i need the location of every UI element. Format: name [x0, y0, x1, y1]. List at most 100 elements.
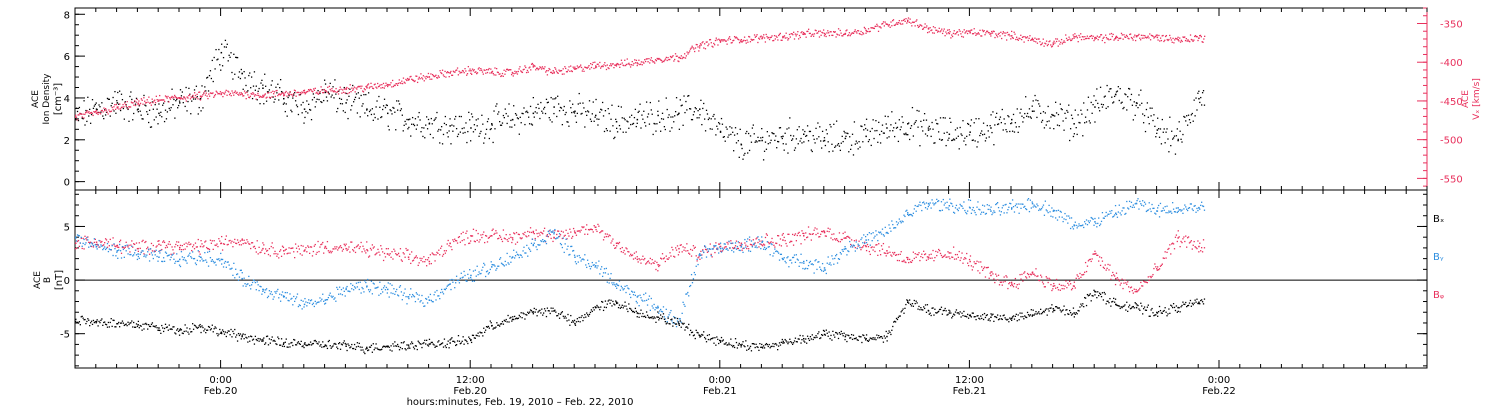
- by-series-point: [940, 210, 941, 211]
- by-series-point: [396, 289, 397, 290]
- by-series-point: [806, 260, 807, 261]
- vx-series-point: [974, 32, 975, 33]
- vx-series-point: [1021, 39, 1022, 40]
- vx-series-point: [561, 70, 562, 71]
- ion-density-series-value-point: [512, 119, 514, 121]
- bz-series-point: [1055, 288, 1056, 289]
- bz-series-point: [797, 235, 798, 236]
- by-series-point: [594, 264, 595, 265]
- bz-series-point: [190, 243, 191, 244]
- bz-series-point: [1175, 237, 1176, 238]
- by-series-point: [406, 303, 407, 304]
- vx-series-point: [99, 112, 100, 113]
- vx-series-point: [1177, 37, 1178, 38]
- by-series-point: [731, 250, 732, 251]
- vx-series-point: [592, 64, 593, 65]
- ion-density-series-value-point: [304, 108, 306, 110]
- vx-series-point: [1102, 40, 1103, 41]
- ion-density-series-point: [993, 144, 994, 145]
- ion-density-series-point: [449, 118, 450, 119]
- bz-series-point: [424, 261, 425, 262]
- by-series-point: [519, 257, 520, 258]
- ion-density-series-point: [571, 112, 572, 113]
- vx-series-point: [201, 96, 202, 97]
- by-series-point: [870, 244, 871, 245]
- by-series-point: [944, 204, 945, 205]
- by-series-point: [476, 276, 477, 277]
- ion-density-series-point: [624, 118, 625, 119]
- ion-density-series-point: [304, 117, 305, 118]
- by-series-point: [180, 266, 181, 267]
- vx-series-point: [574, 67, 575, 68]
- by-series-point: [372, 293, 373, 294]
- ion-density-series-point: [1053, 128, 1054, 129]
- bz-series-point: [652, 259, 653, 260]
- vx-series-point: [488, 69, 489, 70]
- ion-density-series-point: [1076, 127, 1077, 128]
- bz-series-value-point: [491, 235, 493, 237]
- by-series-point: [463, 276, 464, 277]
- ion-density-series-point: [792, 138, 793, 139]
- bz-series-point: [360, 242, 361, 243]
- by-series-point: [522, 250, 523, 251]
- ion-density-series-point: [1110, 88, 1111, 89]
- ion-density-series-point: [460, 132, 461, 133]
- ion-density-series-point: [541, 111, 542, 112]
- vx-series-point: [524, 65, 525, 66]
- by-series-point: [901, 222, 902, 223]
- bz-series-point: [460, 242, 461, 243]
- by-series-point: [405, 296, 406, 297]
- ion-density-series-point: [751, 142, 752, 143]
- vx-series-point: [673, 60, 674, 61]
- ion-density-series-point: [1005, 129, 1006, 130]
- by-series-point: [309, 303, 310, 304]
- by-series-point: [507, 262, 508, 263]
- bz-series-point: [1148, 276, 1149, 277]
- bz-series-point: [907, 257, 908, 258]
- vx-series-point: [81, 113, 82, 114]
- by-series-point: [463, 271, 464, 272]
- density-tick-label: 8: [64, 10, 70, 21]
- by-series-point: [575, 261, 576, 262]
- vx-series-point: [146, 102, 147, 103]
- vx-series-point: [335, 88, 336, 89]
- by-series-point: [553, 233, 554, 234]
- by-series-point: [261, 294, 262, 295]
- vx-series-point: [419, 77, 420, 78]
- by-series-point: [744, 239, 745, 240]
- vx-series-point: [1058, 45, 1059, 46]
- bz-series-point: [1134, 289, 1135, 290]
- vx-series-point: [1041, 44, 1042, 45]
- vx-series-point: [496, 68, 497, 69]
- by-series-point: [802, 268, 803, 269]
- ion-density-series-point: [843, 141, 844, 142]
- bz-series-point: [162, 241, 163, 242]
- vx-series-point: [439, 70, 440, 71]
- ion-density-series-point: [694, 111, 695, 112]
- ion-density-series-point: [411, 124, 412, 125]
- ion-density-series-point: [528, 117, 529, 118]
- bz-series-point: [210, 240, 211, 241]
- ion-density-series-point: [252, 98, 253, 99]
- by-series-point: [124, 257, 125, 258]
- vx-series-point: [343, 92, 344, 93]
- bz-series-point: [139, 242, 140, 243]
- ion-density-series-value-point: [262, 87, 264, 89]
- vx-series-point: [777, 39, 778, 40]
- by-series-point: [718, 252, 719, 253]
- by-series-point: [561, 244, 562, 245]
- bz-series-point: [101, 241, 102, 242]
- ion-density-series-point: [937, 123, 938, 124]
- ion-density-series-point: [765, 141, 766, 142]
- bz-series-point: [349, 251, 350, 252]
- ion-density-series-point: [893, 127, 894, 128]
- bz-series-point: [1017, 284, 1018, 285]
- bz-series-point: [508, 238, 509, 239]
- by-series-point: [856, 241, 857, 242]
- ion-density-series-point: [1138, 94, 1139, 95]
- bz-series-point: [561, 231, 562, 232]
- ion-density-series-point: [985, 140, 986, 141]
- bz-series-point: [1004, 281, 1005, 282]
- by-series-point: [725, 243, 726, 244]
